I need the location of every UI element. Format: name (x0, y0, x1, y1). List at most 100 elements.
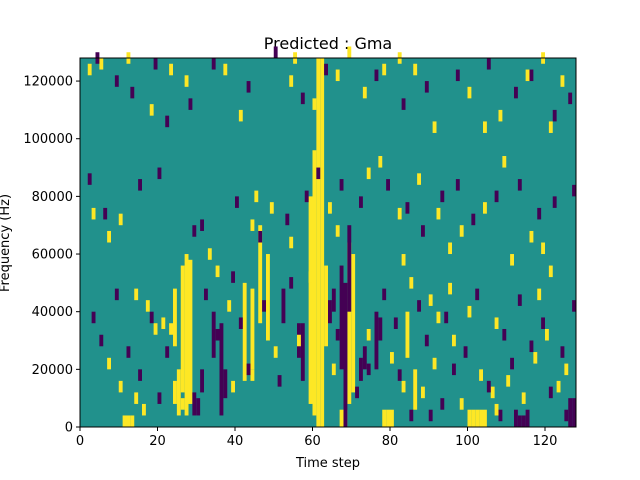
heatmap-cell-low (393, 317, 398, 329)
heatmap-cell-low (510, 357, 514, 370)
heatmap-cell-low (316, 167, 321, 180)
heatmap-cell-low (149, 311, 154, 324)
heatmap-cell-low (378, 317, 383, 341)
heatmap-cell-high (525, 69, 530, 82)
heatmap-cell-low (211, 58, 216, 70)
heatmap-cell-low (114, 75, 119, 87)
heatmap-cell-high (521, 392, 526, 404)
heatmap-cell-high (184, 254, 189, 416)
x-tick-label: 120 (533, 434, 558, 449)
heatmap-cell-high (335, 69, 340, 82)
heatmap-cell-high (529, 230, 534, 243)
heatmap-cell-high (405, 311, 410, 358)
heatmap-cell-high (339, 409, 344, 427)
heatmap-cell-high (417, 173, 421, 185)
heatmap-cell-low (359, 357, 363, 381)
heatmap-cell-high (390, 409, 394, 427)
heatmap-cell-high (312, 98, 317, 110)
heatmap-cell-low (428, 409, 433, 422)
heatmap-cell-low (157, 167, 162, 180)
heatmap-cell-high (448, 242, 452, 255)
heatmap-cell-low (223, 369, 228, 399)
heatmap-cell-low (440, 398, 445, 410)
x-tick-label: 100 (455, 434, 480, 449)
heatmap-cell-low (455, 69, 460, 82)
heatmap-cell-low (339, 179, 344, 191)
heatmap-cell-low (285, 213, 290, 226)
heatmap-cell-high (316, 58, 321, 427)
heatmap-cell-low (525, 409, 530, 427)
heatmap-cell-low (281, 288, 286, 324)
heatmap-cell-low (99, 334, 104, 347)
y-tick-label: 100000 (23, 132, 73, 147)
heatmap-cell-low (568, 398, 573, 427)
heatmap-cell-low (304, 190, 309, 203)
heatmap-cell-high (250, 219, 255, 231)
heatmap-cell-low (235, 196, 239, 208)
heatmap-cell-low (452, 363, 456, 376)
heatmap-cell-high (502, 156, 507, 168)
heatmap-cell-low (552, 109, 557, 122)
heatmap-cell-high (266, 254, 270, 341)
heatmap-cell-high (483, 202, 487, 214)
heatmap-cell-low (262, 300, 266, 312)
heatmap-cell-high (142, 403, 146, 416)
heatmap-cell-high (390, 352, 394, 364)
heatmap-cell-high (207, 248, 212, 260)
heatmap-cell-low (277, 375, 282, 387)
heatmap-cell-low (366, 363, 371, 376)
heatmap-cell-high (269, 202, 274, 214)
heatmap-cell-high (467, 86, 472, 99)
heatmap-cell-low (211, 311, 216, 358)
heatmap-cell-low (405, 202, 410, 214)
heatmap-cell-high (231, 380, 235, 393)
heatmap-cell-low (231, 271, 235, 283)
heatmap-cell-high (250, 369, 255, 381)
chart-title: Predicted : Gma (264, 34, 392, 53)
heatmap-cell-low (331, 288, 336, 312)
heatmap-cell-high (494, 317, 499, 329)
heatmap-cell-low (258, 230, 263, 243)
heatmap-cell-high (494, 403, 499, 416)
heatmap-cell-high (87, 63, 92, 76)
heatmap-cell-high (122, 415, 127, 427)
heatmap-cell-high (382, 63, 387, 76)
heatmap-cell-low (138, 369, 142, 381)
heatmap-cell-low (91, 311, 96, 324)
heatmap-cell-low (192, 225, 197, 237)
heatmap-cell-low (153, 58, 158, 70)
heatmap-cell-low (192, 392, 197, 416)
heatmap-cell-low (529, 340, 534, 353)
heatmap-cell-low (560, 346, 565, 358)
heatmap-cell-low (521, 415, 526, 427)
heatmap-cell-low (486, 380, 491, 393)
heatmap-cell-low (564, 409, 569, 422)
heatmap-cell-high (459, 398, 464, 410)
y-tick-label: 80000 (32, 190, 73, 205)
x-tick-label: 80 (382, 434, 399, 449)
heatmap-cell-high (421, 386, 425, 399)
y-tick-label: 0 (65, 421, 73, 436)
heatmap-cell-high (180, 265, 185, 393)
heatmap-cell-low (374, 69, 379, 82)
heatmap-cell-high (91, 207, 96, 220)
y-tick-label: 120000 (23, 75, 73, 90)
heatmap-cell-high (386, 409, 390, 427)
heatmap-cell-low (498, 409, 503, 422)
heatmap-cell-high (99, 58, 104, 70)
heatmap-cell-high (289, 75, 294, 87)
heatmap-cell-high (188, 259, 193, 404)
heatmap-cell-low (417, 300, 421, 312)
heatmap-cell-high (289, 236, 294, 249)
heatmap-cell-high (483, 121, 487, 133)
heatmap-cell-low (165, 346, 170, 358)
heatmap-cell-low (444, 311, 449, 324)
heatmap-cell-low (517, 179, 522, 191)
heatmap-cell-low (502, 328, 507, 341)
heatmap-cell-low (537, 207, 542, 220)
plot-area (80, 46, 576, 427)
heatmap-cell-low (200, 369, 204, 393)
x-tick-label: 60 (304, 434, 321, 449)
heatmap-cell-low (517, 415, 522, 427)
